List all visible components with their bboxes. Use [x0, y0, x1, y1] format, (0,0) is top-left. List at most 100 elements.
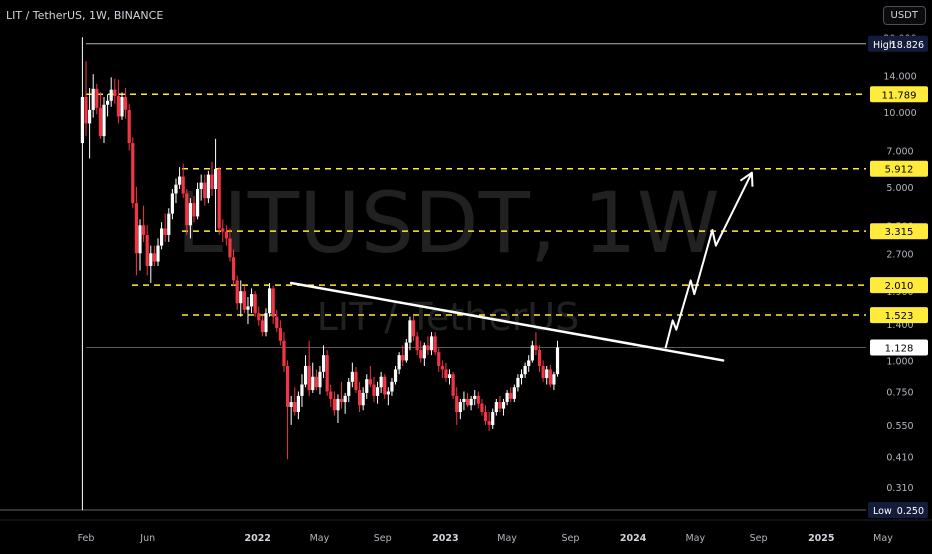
price-tick-label: 7.000 — [886, 147, 913, 158]
candle-body — [491, 412, 495, 425]
high-badge-value: 18.826 — [891, 40, 924, 51]
candle-body — [422, 345, 426, 359]
candle-body — [113, 89, 117, 97]
candle-body — [307, 365, 311, 391]
candle-body — [411, 320, 416, 337]
projection-arrowhead — [739, 171, 754, 187]
candle-body — [84, 96, 88, 124]
candle-body — [300, 384, 304, 396]
candle-body — [379, 376, 383, 388]
candle-body — [217, 168, 221, 229]
candle-body — [433, 336, 437, 353]
candle-body — [555, 347, 560, 375]
price-tick-label: 14.000 — [883, 72, 916, 83]
time-tick-label: Jun — [139, 533, 155, 544]
candle-body — [134, 203, 138, 254]
candle-body — [95, 88, 99, 108]
candle-body — [88, 109, 92, 124]
level-price-badge-bg — [870, 277, 928, 294]
candle-body — [393, 369, 398, 382]
candle-body — [343, 395, 347, 403]
time-tick-label: Sep — [374, 533, 392, 544]
current-price-badge-bg — [870, 339, 928, 356]
level-price-badge: 2.010 — [885, 281, 914, 292]
low-badge-bg — [868, 502, 928, 518]
time-tick-label: Sep — [750, 533, 768, 544]
candle-body — [213, 168, 218, 189]
high-badge-bg — [868, 35, 928, 52]
candle-body — [167, 213, 171, 235]
candle-body — [181, 176, 185, 194]
candle-body — [404, 342, 408, 361]
candle-body — [444, 369, 448, 378]
chart-title: LIT / TetherUS, 1W, BINANCE — [6, 9, 164, 22]
candle-body — [527, 360, 531, 366]
candle-body — [429, 336, 434, 351]
candle-body — [519, 374, 524, 378]
candle-body — [534, 345, 538, 351]
level-price-badge: 5.912 — [885, 165, 914, 176]
candle-body — [372, 384, 376, 396]
price-axis: 20.00014.00010.0007.0005.0003.5002.7001.… — [868, 33, 928, 518]
candle-body — [123, 96, 128, 110]
candle-body — [462, 398, 466, 403]
candle-body — [512, 387, 516, 399]
candle-body — [246, 306, 250, 310]
candle-body — [163, 228, 167, 235]
candle-body — [354, 371, 358, 391]
candle-body — [264, 313, 268, 333]
level-price-badge-bg — [870, 223, 928, 240]
candle-body — [170, 193, 174, 214]
candle-body — [332, 398, 336, 411]
candle-body — [483, 412, 488, 422]
candle-body — [275, 316, 279, 329]
currency-button[interactable]: USDT — [882, 6, 926, 25]
candle-body — [249, 294, 254, 307]
candle-body — [156, 245, 160, 262]
price-tick-label: 1.000 — [886, 356, 913, 367]
candle-body — [509, 392, 513, 399]
candle-body — [516, 377, 520, 388]
candle-body — [365, 379, 369, 393]
candle-body — [440, 365, 444, 370]
high-badge-label: High — [873, 40, 895, 51]
candle-body — [210, 174, 214, 189]
candle-body — [537, 350, 542, 366]
time-axis: Feb Jun 2022 May Sep 2023 May Sep 2024 May Sep 2025… — [0, 519, 932, 544]
candle-body — [469, 398, 473, 406]
candle-body — [228, 238, 232, 258]
candle-body — [282, 340, 286, 366]
candle-body — [185, 193, 189, 226]
candle-body — [296, 395, 300, 413]
candle-body — [149, 253, 153, 266]
candle-body — [311, 376, 315, 391]
candle-body — [347, 381, 351, 396]
candle-body — [224, 231, 228, 239]
price-tick-label: 0.750 — [886, 388, 913, 399]
candle-body — [501, 402, 506, 409]
candle-body — [415, 336, 419, 351]
low-badge-value: 0.250 — [897, 506, 924, 517]
candle-body — [408, 320, 412, 343]
time-tick-label: Sep — [561, 533, 579, 544]
candle-body — [131, 143, 135, 204]
candle-body — [188, 203, 192, 226]
candle-body — [361, 392, 365, 406]
candle-body — [314, 376, 318, 388]
candle-body — [257, 313, 261, 321]
time-tick-label: 2024 — [620, 533, 647, 544]
candle-body — [480, 403, 484, 413]
price-tick-label: 1.400 — [886, 320, 913, 331]
candle-body — [141, 225, 146, 235]
candle-body — [494, 402, 498, 413]
candle-body — [552, 374, 556, 385]
candle-body — [120, 96, 124, 117]
time-tick-label: 2023 — [432, 533, 458, 544]
candle-body — [386, 391, 390, 395]
candle-body — [145, 234, 149, 266]
candle-body — [451, 374, 455, 396]
candle-body — [293, 402, 297, 413]
candle-body — [447, 374, 452, 378]
